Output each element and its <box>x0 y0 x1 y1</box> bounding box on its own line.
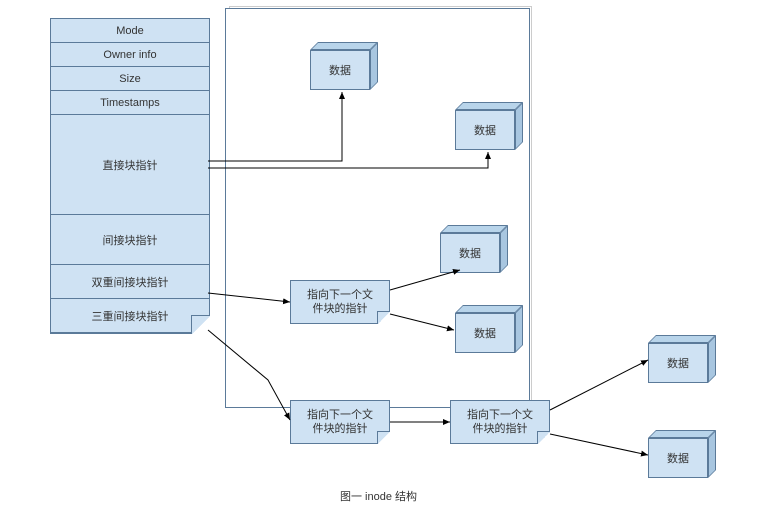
inode-cell-2: Size <box>51 67 209 91</box>
data-cube-label-0: 数据 <box>310 50 370 90</box>
inode-cell-4: 直接块指针 <box>51 115 209 215</box>
data-cube-label-5: 数据 <box>648 438 708 478</box>
table-fold <box>191 315 210 334</box>
pointer-note-0: 指向下一个文 件块的指针 <box>290 280 390 324</box>
inode-cell-7: 三重间接块指针 <box>51 299 209 333</box>
pointer-note-2: 指向下一个文 件块的指针 <box>450 400 550 444</box>
inode-cell-6: 双重间接块指针 <box>51 265 209 299</box>
arrow-7 <box>550 360 648 410</box>
inode-cell-1: Owner info <box>51 43 209 67</box>
inode-cell-0: Mode <box>51 19 209 43</box>
data-cube-label-2: 数据 <box>440 233 500 273</box>
pointer-note-1: 指向下一个文 件块的指针 <box>290 400 390 444</box>
data-cube-label-4: 数据 <box>648 343 708 383</box>
inode-cell-5: 间接块指针 <box>51 215 209 265</box>
diagram-canvas: ModeOwner infoSizeTimestamps直接块指针间接块指针双重… <box>0 0 783 508</box>
inode-cell-3: Timestamps <box>51 91 209 115</box>
data-cube-label-3: 数据 <box>455 313 515 353</box>
caption: 图一 inode 结构 <box>340 488 417 504</box>
arrow-8 <box>550 434 648 455</box>
inode-table: ModeOwner infoSizeTimestamps直接块指针间接块指针双重… <box>50 18 210 334</box>
data-cube-label-1: 数据 <box>455 110 515 150</box>
